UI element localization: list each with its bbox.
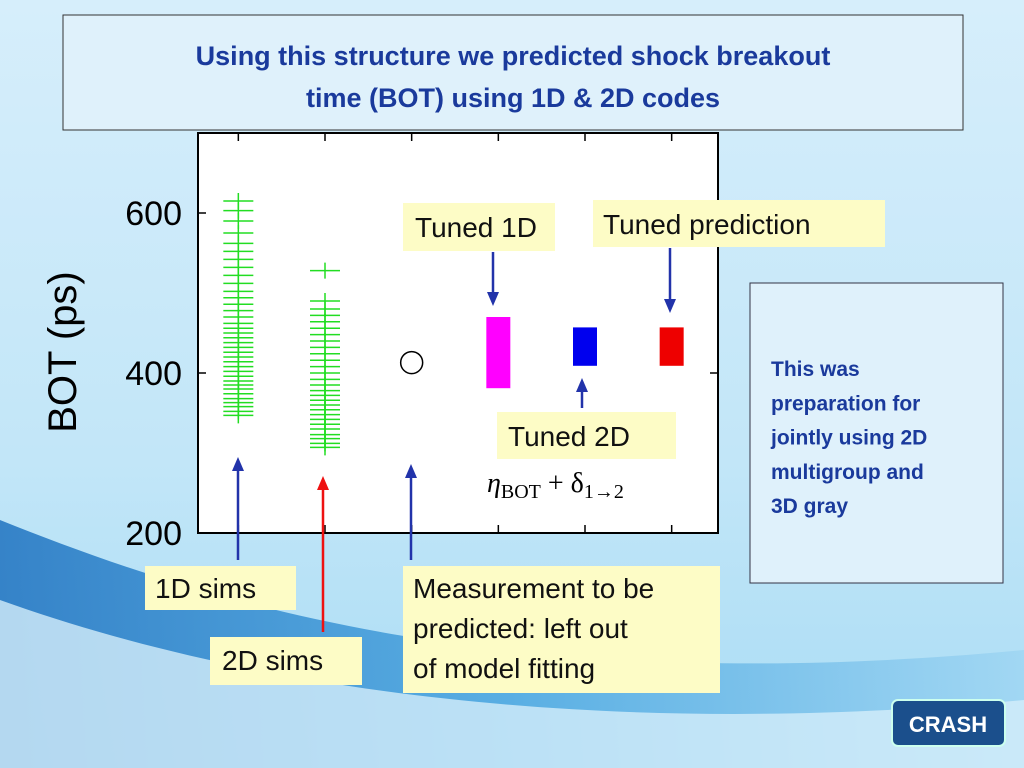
logo-text: CRASH: [909, 712, 987, 737]
note-text: jointly using 2D: [770, 427, 927, 450]
note-text: multigroup and: [771, 461, 924, 484]
annotation-box: [145, 566, 296, 610]
arrow-head: [317, 476, 329, 490]
annotation-box: [403, 203, 555, 251]
formula-part: + δ: [541, 468, 584, 499]
note-text: preparation for: [771, 392, 920, 415]
y-axis-label: BOT (ps): [41, 271, 85, 433]
annotation-box: [403, 566, 720, 693]
annotation-box: [497, 412, 676, 459]
range-bar: [486, 317, 511, 389]
swoosh-light: [0, 600, 1024, 768]
arrow-head: [405, 464, 417, 478]
title-line: time (BOT) using 1D & 2D codes: [306, 83, 720, 113]
circle-marker: [399, 350, 424, 375]
title-line: Using this structure we predicted shock …: [196, 41, 831, 71]
logo: CRASH: [891, 699, 1006, 747]
arrow-head: [232, 457, 244, 471]
formula-part: BOT: [501, 481, 541, 503]
formula-part: η: [487, 468, 501, 499]
y-tick-label: 200: [125, 515, 182, 553]
annotation-text: Tuned prediction: [603, 209, 811, 240]
annotation-text: of model fitting: [413, 653, 595, 684]
arrow-head: [576, 378, 588, 392]
annotation-text: Measurement to be: [413, 573, 654, 604]
annotation-box: [210, 637, 362, 685]
arrow-head: [664, 299, 676, 313]
plus-marker: [223, 193, 254, 209]
annotation-text: 2D sims: [222, 645, 323, 676]
plus-marker: [310, 293, 340, 309]
formula: ηBOT + δ1→2: [487, 468, 624, 503]
title-box: [62, 14, 964, 131]
y-tick-label: 400: [125, 355, 182, 393]
note-box: [749, 282, 1004, 584]
range-bar: [573, 327, 597, 366]
annotation-box: [593, 200, 885, 247]
y-tick-label: 600: [125, 195, 182, 233]
note-text: 3D gray: [771, 495, 848, 518]
range-bar: [659, 327, 684, 366]
formula-part: 1→2: [584, 481, 624, 503]
annotation-text: predicted: left out: [413, 613, 628, 644]
annotation-text: 1D sims: [155, 573, 256, 604]
annotation-text: Tuned 2D: [508, 421, 630, 452]
logo-box: [891, 699, 1006, 747]
plot-area: [197, 132, 719, 534]
arrow-head: [487, 292, 499, 306]
annotation-text: Tuned 1D: [415, 212, 537, 243]
note-text: This was: [771, 358, 860, 381]
plus-marker: [310, 262, 340, 279]
